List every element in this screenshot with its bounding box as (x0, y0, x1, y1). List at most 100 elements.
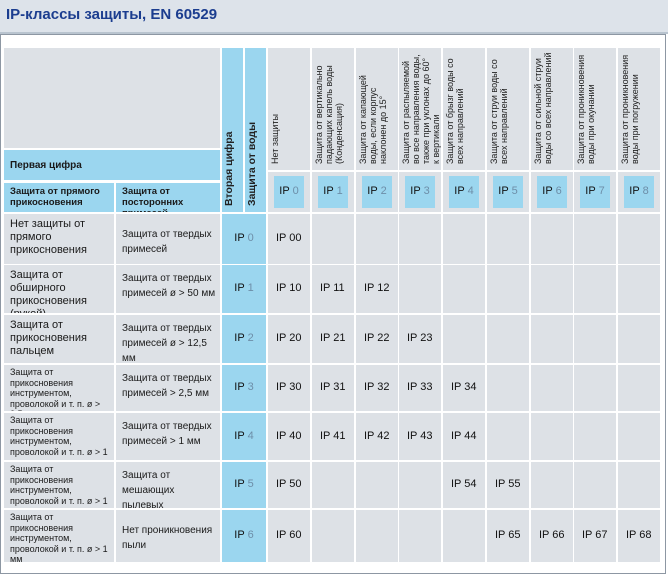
water-col-code-7: IP 7 (574, 172, 616, 212)
water-col-code-3: IP 3 (399, 172, 441, 212)
cell-3-1: IP 31 (312, 365, 354, 411)
cell-3-8 (618, 365, 660, 411)
cell-0-5 (487, 214, 529, 264)
water-code-5: IP 5 (493, 185, 523, 197)
water-code-6-code: IP (542, 185, 556, 197)
row-code-5: IP 5 (222, 462, 266, 508)
water-code-7: IP 7 (580, 185, 610, 197)
water-code-pill-0: IP 0 (274, 176, 304, 208)
cell-5-6 (531, 462, 573, 508)
water-col-header-6: Защита от сильной струи воды со всех нап… (531, 48, 573, 170)
row-contact-text-5: Защита от прикосновения инструментом, пр… (10, 464, 108, 508)
water-code-pill-7: IP 7 (580, 176, 610, 208)
row-code-badge-6-code: IP (234, 529, 248, 541)
cell-3-0: IP 30 (268, 365, 310, 411)
cell-3-7 (574, 365, 616, 411)
row-code-badge-0: IP 0 (222, 232, 266, 244)
water-code-2-digit: 2 (380, 185, 387, 197)
cell-value: IP 30 (276, 381, 302, 393)
cell-1-8 (618, 265, 660, 313)
cell-2-5 (487, 315, 529, 363)
row-code-2: IP 2 (222, 315, 266, 363)
cell-value: IP 00 (276, 232, 302, 244)
cell-3-3: IP 33 (399, 365, 441, 411)
cell-3-6 (531, 365, 573, 411)
cell-value: IP 32 (364, 381, 390, 393)
contact-protection-header: Защита от прямого прикосновения (4, 183, 114, 212)
water-code-1-digit: 1 (336, 185, 343, 197)
water-col-desc-8: Защита от проникновения воды при погруже… (620, 54, 640, 164)
water-code-pill-4: IP 4 (449, 176, 479, 208)
water-protection-header: Защита от воды (245, 48, 266, 212)
water-col-desc-3: Защита от распыляемой во все направления… (401, 54, 441, 164)
water-col-header-8: Защита от проникновения воды при погруже… (618, 48, 660, 170)
cell-value: IP 60 (276, 529, 302, 541)
water-code-3-digit: 3 (423, 185, 430, 197)
water-code-pill-2: IP 2 (362, 176, 392, 208)
water-col-desc-0: Нет защиты (270, 114, 280, 164)
cell-value: IP 22 (364, 332, 390, 344)
water-code-7-digit: 7 (598, 185, 605, 197)
row-contact-3: Защита от прикосновения инструментом, пр… (4, 365, 114, 411)
row-code-badge-2: IP 2 (222, 332, 266, 344)
water-col-header-1: Защита от вертикально падающих капель во… (312, 48, 354, 170)
row-foreign-0: Защита от твердых примесей (116, 214, 220, 264)
cell-0-4 (443, 214, 485, 264)
water-protection-label: Защита от воды (246, 121, 258, 206)
row-contact-text-2: Защита от прикосновения пальцем (10, 319, 87, 357)
row-foreign-2: Защита от твердых примесей ø > 12,5 мм (116, 315, 220, 363)
water-col-code-8: IP 8 (618, 172, 660, 212)
row-contact-0: Нет защиты от прямого прикосновения (4, 214, 114, 264)
cell-2-7 (574, 315, 616, 363)
cell-value: IP 55 (495, 478, 521, 490)
row-contact-6: Защита от прикосновения инструментом, пр… (4, 510, 114, 562)
cell-6-2 (356, 510, 398, 562)
cell-4-7 (574, 413, 616, 460)
water-col-code-4: IP 4 (443, 172, 485, 212)
water-col-code-5: IP 5 (487, 172, 529, 212)
cell-5-3 (399, 462, 441, 508)
water-code-6: IP 6 (537, 185, 567, 197)
water-col-desc-4: Защита от брызг воды со всех направлений (445, 58, 465, 164)
row-foreign-text-0: Защита от твердых примесей (122, 229, 212, 255)
water-code-0-digit: 0 (292, 185, 299, 197)
water-code-1-code: IP (323, 185, 337, 197)
cell-6-1 (312, 510, 354, 562)
cell-5-7 (574, 462, 616, 508)
second-digit-label: Вторая цифра (223, 131, 235, 206)
cell-4-2: IP 42 (356, 413, 398, 460)
cell-2-3: IP 23 (399, 315, 441, 363)
cell-value: IP 65 (495, 529, 521, 541)
water-col-code-6: IP 6 (531, 172, 573, 212)
row-code-badge-5: IP 5 (222, 478, 266, 490)
water-code-0: IP 0 (274, 185, 304, 197)
row-foreign-text-3: Защита от твердых примесей > 2,5 мм (122, 373, 212, 399)
row-code-3: IP 3 (222, 365, 266, 411)
cell-value: IP 54 (451, 478, 477, 490)
cell-1-6 (531, 265, 573, 313)
row-contact-text-0: Нет защиты от прямого прикосновения (10, 218, 87, 256)
cell-5-4: IP 54 (443, 462, 485, 508)
cell-5-8 (618, 462, 660, 508)
cell-1-2: IP 12 (356, 265, 398, 313)
row-code-badge-2-code: IP (234, 332, 248, 344)
row-foreign-4: Защита от твердых примесей > 1 мм (116, 413, 220, 460)
row-code-badge-4-code: IP (234, 430, 248, 442)
cell-2-2: IP 22 (356, 315, 398, 363)
water-code-4-code: IP (454, 185, 468, 197)
cell-value: IP 34 (451, 381, 477, 393)
cell-6-3 (399, 510, 441, 562)
row-foreign-1: Защита от твердых примесей ø > 50 мм (116, 265, 220, 313)
row-foreign-6: Нет проникновения пыли (116, 510, 220, 562)
header-blank (4, 48, 220, 148)
row-contact-text-6: Защита от прикосновения инструментом, пр… (10, 512, 108, 562)
water-code-5-digit: 5 (511, 185, 518, 197)
water-col-code-1: IP 1 (312, 172, 354, 212)
row-contact-2: Защита от прикосновения пальцем (4, 315, 114, 363)
cell-value: IP 11 (320, 282, 345, 294)
water-code-pill-3: IP 3 (405, 176, 435, 208)
water-code-5-code: IP (498, 185, 512, 197)
water-code-pill-8: IP 8 (624, 176, 654, 208)
cell-2-0: IP 20 (268, 315, 310, 363)
water-code-pill-1: IP 1 (318, 176, 348, 208)
